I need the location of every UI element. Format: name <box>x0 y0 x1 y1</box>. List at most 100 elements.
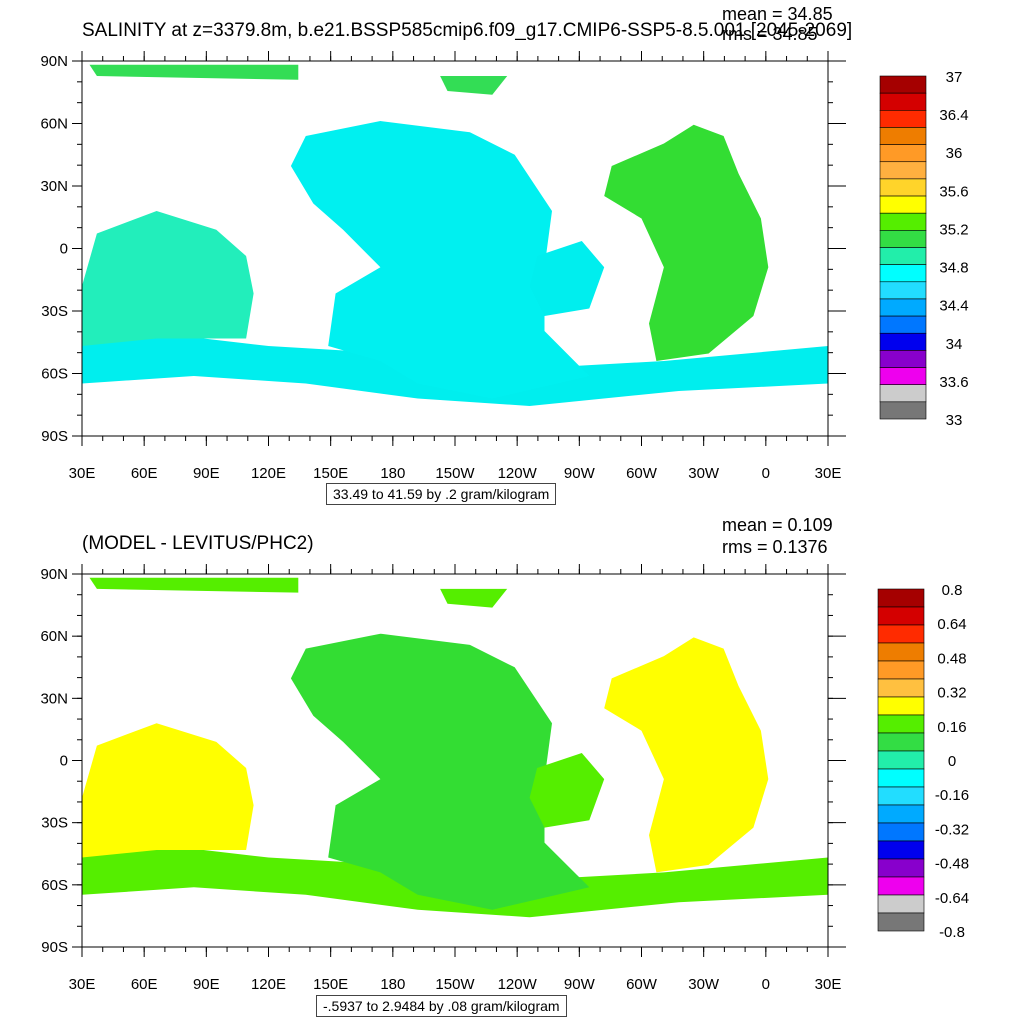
colorbar-label: 0.16 <box>937 719 966 736</box>
y-tick-label: 60N <box>40 116 68 133</box>
pacific-ocean-region <box>290 633 590 910</box>
y-tick-label: 60N <box>40 628 68 645</box>
colorbar-label: 34.8 <box>939 260 968 277</box>
x-tick-label: 150W <box>435 465 475 482</box>
x-tick-label: 120E <box>251 465 286 482</box>
colorbar-box <box>879 281 927 300</box>
x-tick-label: 30E <box>69 976 96 993</box>
x-tick-label: 90E <box>193 465 220 482</box>
colorbar-box <box>879 127 927 145</box>
colorbar-label: -0.8 <box>939 924 965 941</box>
colorbar-box <box>877 768 925 788</box>
x-tick-label: 60E <box>131 976 158 993</box>
y-tick-label: 0 <box>60 241 68 258</box>
colorbar-label: 35.2 <box>939 221 968 238</box>
colorbar-box <box>879 367 927 385</box>
south-atlantic-region <box>529 753 605 828</box>
atlantic-ocean-region <box>604 124 769 361</box>
colorbar-box <box>877 858 925 878</box>
colorbar-box <box>879 298 927 317</box>
colorbar-box <box>877 750 925 770</box>
colorbar-label: 0.64 <box>937 616 966 633</box>
y-tick-label: 30N <box>40 690 68 707</box>
colorbar-box <box>877 714 925 734</box>
y-tick-label: 90S <box>41 939 68 956</box>
colorbar-box <box>877 840 925 860</box>
x-tick-label: 150E <box>313 976 348 993</box>
panel1-mean: mean = 34.85 <box>722 4 833 24</box>
colorbar-box <box>877 876 925 896</box>
colorbar-box <box>879 332 927 351</box>
colorbar-box <box>879 75 927 94</box>
colorbar-box <box>877 732 925 752</box>
colorbar-label: -0.32 <box>935 821 969 838</box>
colorbar-box <box>879 161 927 180</box>
x-tick-label: 120W <box>498 976 538 993</box>
colorbar-box <box>879 212 927 231</box>
arctic-region <box>89 577 299 593</box>
arctic-region-2 <box>440 588 508 608</box>
panel2-rms: rms = 0.1376 <box>722 537 828 557</box>
y-tick-label: 90N <box>40 566 68 583</box>
x-tick-label: 120W <box>498 465 538 482</box>
panel2-title: (MODEL - LEVITUS/PHC2) <box>82 533 314 554</box>
indian-ocean-region <box>82 723 254 858</box>
colorbar-label: 37 <box>946 69 963 86</box>
colorbar-label: -0.64 <box>935 890 969 907</box>
y-tick-label: 0 <box>60 753 68 770</box>
colorbar-box <box>877 678 925 698</box>
x-tick-label: 150E <box>313 465 348 482</box>
x-tick-label: 180 <box>380 976 405 993</box>
colorbar-box <box>879 350 927 368</box>
colorbar-label: 0 <box>948 753 956 770</box>
x-tick-label: 90W <box>564 465 596 482</box>
panel2-colorbar: 0.8 0.64 0.48 0.32 0.16 0 -0.16 -0.32 -0.48 -0.64… <box>877 582 969 941</box>
y-tick-label: 30N <box>40 178 68 195</box>
x-tick-label: 120E <box>251 976 286 993</box>
x-tick-label: 90W <box>564 976 596 993</box>
panel2-map: 30E 60E 90E 120E 150E 180 150W 120W 90W 60W 30W 0 30… <box>40 564 846 993</box>
x-tick-label: 60W <box>626 976 658 993</box>
pacific-ocean-region <box>290 121 590 399</box>
arctic-region <box>89 64 299 80</box>
x-tick-label: 60E <box>131 465 158 482</box>
south-atlantic-region <box>529 241 605 316</box>
colorbar-box <box>877 822 925 842</box>
x-tick-label: 30E <box>69 465 96 482</box>
colorbar-box <box>879 178 927 197</box>
indian-ocean-region <box>82 211 254 346</box>
colorbar-label: 36.4 <box>939 107 968 124</box>
colorbar-label: 34.4 <box>939 298 968 315</box>
colorbar-label: 0.32 <box>937 685 966 702</box>
panel2-mean: mean = 0.109 <box>722 515 833 535</box>
y-tick-label: 30S <box>41 815 68 832</box>
colorbar-box <box>877 894 925 914</box>
colorbar-label: -0.16 <box>935 787 969 804</box>
panel1-rms: rms = 34.85 <box>722 24 818 44</box>
colorbar-box <box>879 195 927 214</box>
colorbar-label: 35.6 <box>939 183 968 200</box>
colorbar-box <box>879 92 927 111</box>
colorbar-box <box>877 624 925 644</box>
colorbar-box <box>877 912 925 932</box>
colorbar-label: 0.48 <box>937 650 966 667</box>
x-tick-label: 90E <box>193 976 220 993</box>
x-tick-label: 30E <box>815 465 842 482</box>
colorbar-label: -0.48 <box>935 856 969 873</box>
colorbar-label: 36 <box>946 145 963 162</box>
panel2-contour-info: -.5937 to 2.9484 by .08 gram/kilogram <box>316 995 567 1017</box>
colorbar-box <box>879 230 927 248</box>
colorbar-box <box>879 144 927 163</box>
colorbar-box <box>877 786 925 806</box>
x-tick-label: 180 <box>380 465 405 482</box>
colorbar-label: 33 <box>946 412 963 429</box>
colorbar-label: 34 <box>946 336 963 353</box>
x-tick-label: 30W <box>688 976 720 993</box>
panel1-map: 30E 60E 90E 120E 150E 180 150W 120W 90W 60W 30W 0 30… <box>40 51 846 482</box>
atlantic-ocean-region <box>604 637 769 873</box>
y-tick-label: 30S <box>41 303 68 320</box>
colorbar-label: 0.8 <box>942 582 963 599</box>
x-tick-label: 0 <box>762 465 770 482</box>
colorbar-box <box>877 804 925 824</box>
